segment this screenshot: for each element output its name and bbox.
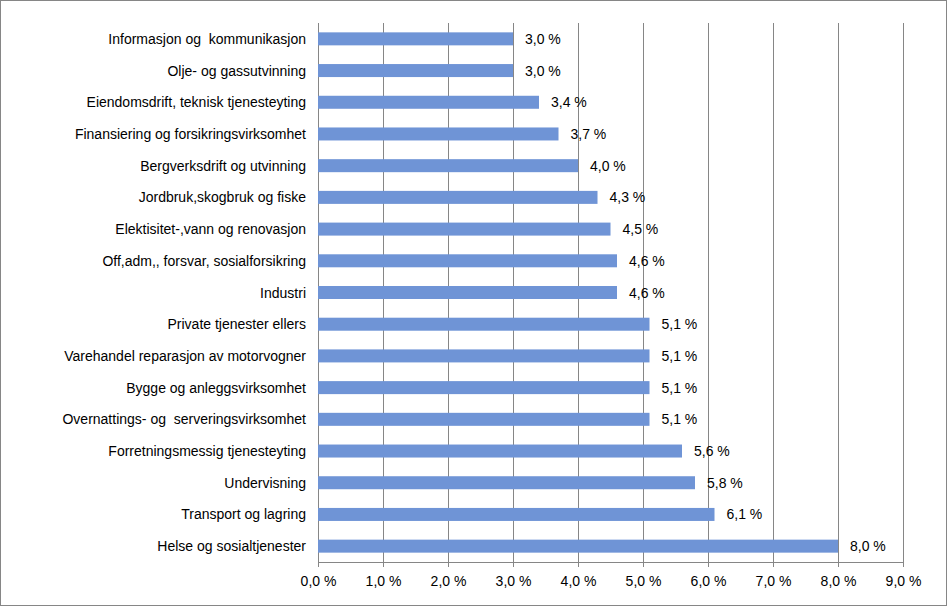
bar [318, 413, 650, 426]
category-label: Varehandel reparasjon av motorvogner [64, 348, 306, 364]
bar [318, 159, 578, 172]
bar [318, 286, 617, 299]
category-label: Eiendomsdrift, teknisk tjenesteyting [87, 94, 306, 110]
data-label: 4,6 % [629, 253, 665, 269]
category-label: Forretningsmessig tjenesteyting [108, 443, 306, 459]
category-label: Finansiering og forsikringsvirksomhet [75, 126, 306, 142]
data-label: 4,5 % [623, 221, 659, 237]
chart-frame [1, 1, 947, 606]
category-label: Bergverksdrift og utvinning [140, 158, 306, 174]
category-label: Olje- og gassutvinning [167, 63, 306, 79]
data-label: 5,6 % [694, 443, 730, 459]
data-label: 5,1 % [662, 380, 698, 396]
grid-line [838, 23, 839, 562]
bar [318, 96, 539, 109]
data-label: 3,7 % [571, 126, 607, 142]
bar [318, 191, 598, 204]
data-label: 3,0 % [525, 63, 561, 79]
grid-line [773, 23, 774, 562]
data-label: 4,0 % [590, 158, 626, 174]
grid-line [903, 23, 904, 562]
bars [318, 32, 838, 552]
data-label: 4,3 % [610, 189, 646, 205]
tick-label: 9,0 % [886, 573, 922, 589]
category-label: Transport og lagring [181, 506, 306, 522]
tick-label: 1,0 % [366, 573, 402, 589]
x-axis [318, 562, 903, 563]
bar [318, 445, 682, 458]
tick-mark [903, 562, 904, 567]
bar [318, 64, 513, 77]
category-label: Private tjenester ellers [167, 316, 306, 332]
tick-label: 6,0 % [691, 573, 727, 589]
data-label: 5,8 % [707, 475, 743, 491]
data-label: 5,1 % [662, 411, 698, 427]
bar [318, 508, 715, 521]
category-label: Undervisning [224, 475, 306, 491]
data-label: 5,1 % [662, 348, 698, 364]
bar [318, 476, 695, 489]
bar [318, 127, 559, 140]
category-label: Industri [260, 285, 306, 301]
bar [318, 318, 650, 331]
bar [318, 540, 838, 553]
category-label: Jordbruk,skogbruk og fiske [139, 189, 307, 205]
tick-label: 8,0 % [821, 573, 857, 589]
data-label: 3,0 % [525, 31, 561, 47]
tick-label: 5,0 % [626, 573, 662, 589]
tick-label: 2,0 % [431, 573, 467, 589]
tick-label: 0,0 % [301, 573, 337, 589]
category-label: Informasjon og kommunikasjon [108, 31, 306, 47]
category-label: Bygge og anleggsvirksomhet [126, 380, 306, 396]
bar [318, 349, 650, 362]
tick-label: 4,0 % [561, 573, 597, 589]
data-label: 4,6 % [629, 285, 665, 301]
category-label: Helse og sosialtjenester [157, 538, 306, 554]
category-label: Elektisitet-,vann og renovasjon [115, 221, 306, 237]
tick-label: 3,0 % [496, 573, 532, 589]
category-label: Overnattings- og serveringsvirksomhet [62, 411, 306, 427]
data-label: 8,0 % [850, 538, 886, 554]
bar [318, 254, 617, 267]
tick-label: 7,0 % [756, 573, 792, 589]
data-label: 6,1 % [727, 506, 763, 522]
bar [318, 223, 611, 236]
chart: 0,0 % 1,0 % 2,0 % 3,0 % 4,0 % 5,0 % 6,0 % 7,0 %… [0, 0, 947, 606]
data-label: 5,1 % [662, 316, 698, 332]
bar [318, 32, 513, 45]
data-label: 3,4 % [551, 94, 587, 110]
category-label: Off,adm,, forsvar, sosialforsikring [102, 253, 306, 269]
bar [318, 381, 650, 394]
